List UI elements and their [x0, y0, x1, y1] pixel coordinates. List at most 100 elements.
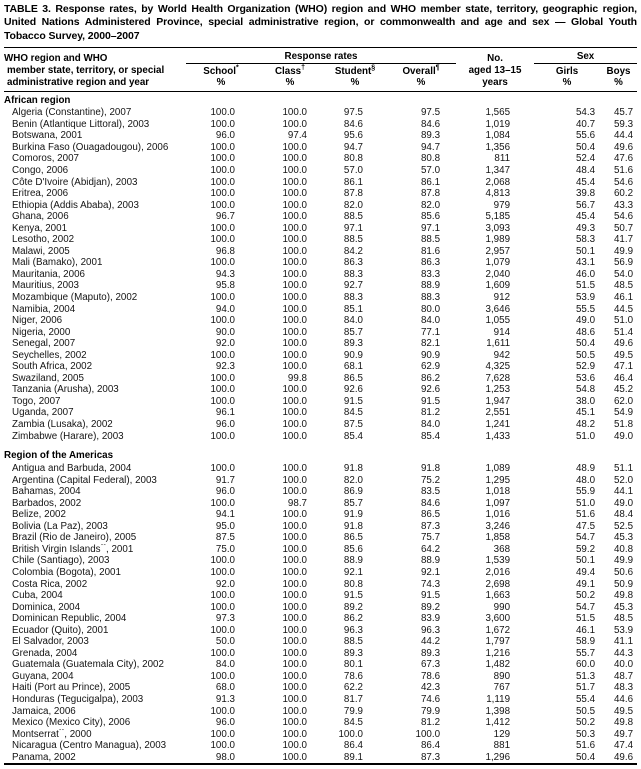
value-cell: 100.0 [282, 636, 307, 648]
table-row: Argentina (Capital Federal), 2003 91.7 100… [4, 475, 637, 487]
value-cell: 49.9 [613, 245, 634, 257]
value-cell: 48.5 [613, 280, 634, 292]
value-cell: 81.2 [420, 407, 441, 419]
value-cell: 95.0 [215, 520, 235, 532]
value-cell: 1,947 [485, 395, 511, 407]
table-row: Niger, 2006 100.0 100.0 84.0 84.0 1,055 49.0 51… [4, 315, 637, 327]
value-cell: 48.7 [613, 670, 634, 682]
value-cell: 100.0 [282, 659, 307, 671]
value-cell: 95.8 [215, 280, 235, 292]
value-cell: 89.1 [324, 751, 386, 766]
value-cell: 91.8 [420, 463, 441, 475]
value-cell: 100.0 [210, 349, 235, 361]
table-row: British Virgin Islands**, 2001 75.0 100.0 8… [4, 544, 637, 556]
table-row: Uganda, 2007 96.1 100.0 84.5 81.2 2,551 45.1 54… [4, 407, 637, 419]
value-cell: 50.4 [575, 338, 596, 350]
table-row: Zambia (Lusaka), 2002 96.0 100.0 87.5 84.0 1,… [4, 419, 637, 431]
value-cell: 84.0 [215, 659, 235, 671]
value-cell: 881 [493, 740, 511, 752]
value-cell: 100.0 [282, 326, 307, 338]
table-row: Mali (Bamako), 2001 100.0 100.0 86.3 86.3 1,0… [4, 257, 637, 269]
value-cell: 51.1 [613, 463, 634, 475]
value-cell: 51.0 [575, 430, 596, 442]
value-cell: 45.1 [575, 407, 596, 419]
table-row: Guatemala (Guatemala City), 2002 84.0 100.… [4, 659, 637, 671]
value-cell: 49.6 [613, 338, 634, 350]
value-cell: 1,611 [486, 338, 511, 350]
row-name-cell: Zambia (Lusaka), 2002 [12, 418, 113, 430]
value-cell: 3,646 [485, 303, 511, 315]
value-cell: 94.7 [343, 141, 363, 153]
value-cell: 82.0 [343, 474, 363, 486]
value-cell: 96.3 [343, 624, 363, 636]
value-cell: 97.1 [420, 222, 441, 234]
value-cell: 85.6 [343, 543, 363, 555]
table-row: Comoros, 2007 100.0 100.0 80.8 80.8 811 52.4 47… [4, 153, 637, 165]
table-row: Congo, 2006 100.0 100.0 57.0 57.0 1,347 48.4 51… [4, 165, 637, 177]
value-cell: 97.5 [420, 107, 441, 119]
row-name-cell: Mali (Bamako), 2001 [12, 257, 103, 269]
value-cell: 98.0 [186, 751, 256, 766]
value-cell: 100.0 [282, 280, 307, 292]
table-row: Kenya, 2001 100.0 100.0 97.1 97.1 3,093 49.3 50… [4, 223, 637, 235]
value-cell: 88.5 [343, 234, 363, 246]
value-cell: 85.4 [420, 430, 441, 442]
value-cell: 100.0 [210, 153, 235, 165]
header-label-row: School* % Class† % Student§ % Overall¶ %… [4, 63, 638, 93]
row-name-cell: Colombia (Bogota), 2001 [12, 567, 121, 578]
value-cell: 54.7 [575, 601, 596, 613]
value-cell: 49.5 [613, 705, 634, 717]
value-cell: 100.0 [282, 407, 307, 419]
table-row: Mauritius, 2003 95.8 100.0 92.7 88.9 1,609 51.… [4, 280, 637, 292]
value-cell: 40.7 [575, 118, 596, 130]
value-cell: 81.6 [420, 245, 441, 257]
value-cell: 84.6 [420, 118, 441, 130]
school-footnote-marker: * [235, 64, 239, 72]
value-cell: 1,609 [485, 280, 511, 292]
value-cell: 91.8 [343, 463, 363, 475]
value-cell: 50.7 [613, 222, 634, 234]
value-cell: 100.0 [210, 384, 235, 396]
value-cell: 91.5 [343, 395, 363, 407]
value-cell: 49.8 [613, 717, 634, 729]
value-cell: 50.2 [575, 590, 596, 602]
value-cell: 100.0 [282, 474, 307, 486]
row-name-cell: Panama, 2002 [4, 751, 186, 766]
row-footnote-marker: ** [58, 728, 65, 735]
row-name-cell: Grenada, 2004 [12, 647, 78, 659]
value-cell: 96.0 [215, 130, 235, 142]
value-cell: 67.3 [420, 659, 441, 671]
table-row: Nigeria, 2000 90.0 100.0 85.7 77.1 914 48.6 51.… [4, 327, 637, 339]
value-cell: 94.7 [420, 141, 441, 153]
value-cell: 50.2 [575, 717, 596, 729]
value-cell: 48.3 [613, 682, 634, 694]
value-cell: 80.8 [420, 153, 441, 165]
row-name-cell: Cuba, 2004 [12, 590, 63, 602]
value-cell: 87.3 [386, 751, 457, 766]
value-cell: 80.0 [420, 303, 441, 315]
table-row: Dominican Republic, 2004 97.3 100.0 86.2 83.… [4, 613, 637, 625]
value-cell: 46.1 [613, 291, 634, 303]
value-cell: 100.0 [282, 257, 307, 269]
row-name-cell: Montserrat**, 2000 [12, 728, 92, 740]
value-cell: 46.4 [613, 372, 634, 384]
value-cell: 86.1 [343, 176, 363, 188]
value-cell: 86.5 [343, 532, 363, 544]
value-cell: 47.1 [613, 361, 634, 373]
value-cell: 51.0 [613, 315, 634, 327]
value-cell: 91.5 [420, 395, 441, 407]
row-name-cell: British Virgin Islands**, 2001 [12, 543, 134, 555]
value-cell: 1,482 [485, 659, 511, 671]
value-cell: 51.6 [575, 740, 596, 752]
value-cell: 2,068 [485, 176, 511, 188]
row-name-cell: Togo, 2007 [12, 395, 61, 407]
value-cell: 68.1 [343, 361, 363, 373]
value-cell: 87.3 [420, 520, 441, 532]
value-cell: 1,663 [485, 590, 511, 602]
row-name-cell: Argentina (Capital Federal), 2003 [12, 474, 157, 486]
value-cell: 1,433 [485, 430, 511, 442]
row-name-cell: Congo, 2006 [12, 164, 69, 176]
stub-line-3: administrative region and year [7, 77, 150, 89]
value-cell: 100.0 [282, 624, 307, 636]
table-row: Ecuador (Quito), 2001 100.0 100.0 96.3 96.3 1… [4, 625, 637, 637]
